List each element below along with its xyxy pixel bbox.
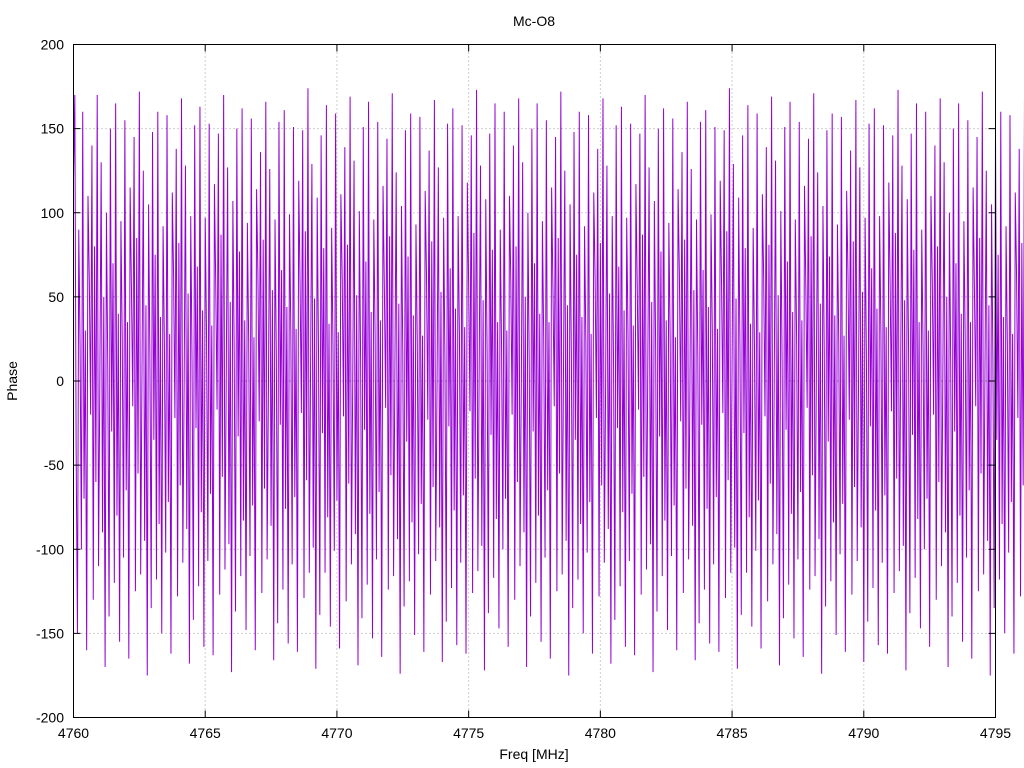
x-tick-label: 4790: [848, 725, 879, 741]
y-tick-label: 0: [56, 373, 64, 389]
x-tick-label: 4765: [190, 725, 221, 741]
x-tick-label: 4775: [453, 725, 484, 741]
y-tick-label: 200: [41, 37, 65, 53]
series-group: [73, 88, 1024, 676]
x-tick-label: 4780: [585, 725, 616, 741]
x-tick-label: 4760: [58, 725, 89, 741]
x-tick-label: 4785: [716, 725, 747, 741]
phase-series-line: [73, 88, 1024, 676]
x-axis-label: Freq [MHz]: [499, 746, 568, 762]
x-tick-labels: 4760 4765 4770 4775 4780 4785 4790 4795: [58, 725, 1011, 741]
x-tick-label: 4795: [980, 725, 1011, 741]
y-tick-label: 100: [41, 205, 65, 221]
y-tick-label: -150: [36, 625, 64, 641]
y-tick-labels: 200 150 100 50 0 -50 -100 -150 -200: [36, 37, 64, 726]
y-tick-label: -100: [36, 541, 64, 557]
y-tick-label: -200: [36, 710, 64, 726]
y-tick-label: 50: [48, 289, 64, 305]
y-tick-label: -50: [44, 457, 64, 473]
y-tick-label: 150: [41, 121, 65, 137]
tick-marks: [73, 44, 996, 718]
chart-title: Mc-O8: [513, 13, 555, 29]
y-axis-label: Phase: [4, 361, 20, 401]
x-tick-label: 4770: [321, 725, 352, 741]
